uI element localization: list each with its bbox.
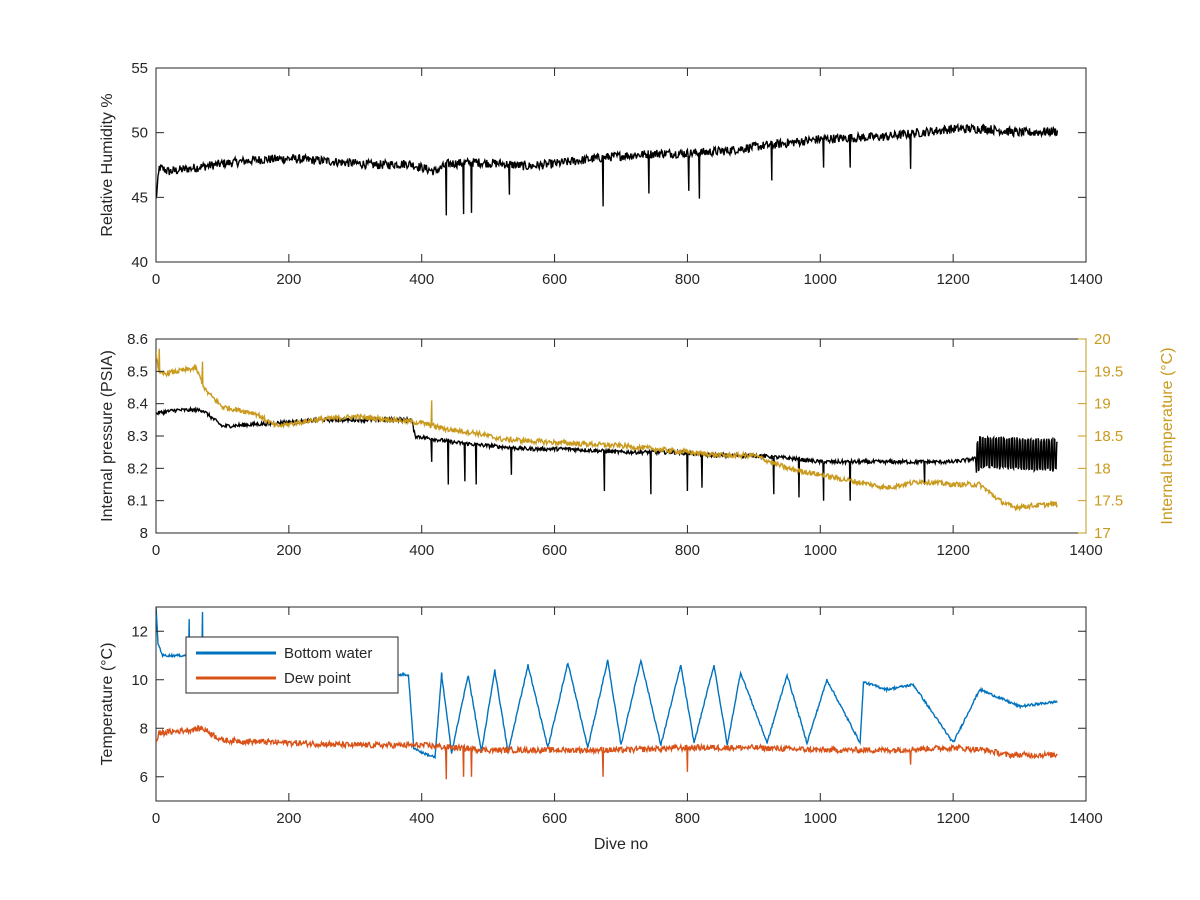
x-tick-label: 1000 (804, 810, 837, 827)
y-right-tick-label: 17 (1094, 525, 1111, 542)
y-tick-label: 12 (131, 623, 148, 640)
x-tick-label: 600 (542, 542, 567, 559)
y-right-tick-label: 18 (1094, 460, 1111, 477)
humidity-panel: 0 200 400 600 800 1000 1200 1400 40 45 50 55 Relativ… (99, 60, 1103, 288)
x-tick-label: 400 (409, 271, 434, 288)
y-right-tick-label: 18.5 (1094, 428, 1123, 445)
y-tick-label: 45 (131, 189, 148, 206)
x-tick-label: 1000 (804, 271, 837, 288)
x-tick-label: 1400 (1069, 542, 1102, 559)
x-tick-label: 200 (276, 542, 301, 559)
x-tick-label: 800 (675, 542, 700, 559)
y-right-tick-label: 19.5 (1094, 363, 1123, 380)
series-line-1 (156, 348, 1058, 512)
x-tick-label: 1000 (804, 542, 837, 559)
y-right-axis-label: Internal temperature (°C) (1159, 347, 1176, 524)
y-tick-label: 10 (131, 672, 148, 689)
y-tick-label: 8.5 (127, 363, 148, 380)
x-tick-label: 1400 (1069, 810, 1102, 827)
x-tick-label: 1200 (936, 810, 969, 827)
x-tick-label: 800 (675, 810, 700, 827)
y-tick-label: 8 (140, 720, 148, 737)
x-tick-label: 600 (542, 810, 567, 827)
y-tick-label: 8.6 (127, 331, 148, 348)
plot-area (155, 606, 1087, 802)
water-temperature-panel: 0 200 400 600 800 1000 1200 1400 6 8 10 12 Temperatu… (99, 606, 1103, 853)
legend-label: Bottom water (284, 645, 372, 662)
y-tick-label: 8.2 (127, 460, 148, 477)
y-axis-label: Relative Humidity % (99, 93, 116, 236)
plot-area (155, 67, 1087, 263)
x-tick-label: 1200 (936, 271, 969, 288)
y-tick-label: 8.3 (127, 428, 148, 445)
y-tick-label: 55 (131, 60, 148, 77)
series-line-1 (156, 725, 1058, 780)
x-tick-label: 1200 (936, 542, 969, 559)
y-tick-label: 50 (131, 125, 148, 142)
y-right-tick-label: 17.5 (1094, 493, 1123, 510)
x-tick-label: 400 (409, 542, 434, 559)
x-tick-label: 800 (675, 271, 700, 288)
x-tick-label: 200 (276, 810, 301, 827)
x-tick-label: 1400 (1069, 271, 1102, 288)
pressure-temperature-panel: 0 200 400 600 800 1000 1200 1400 8 8.1 8.2 8.3 8.4 8.… (99, 331, 1176, 559)
x-axis-label: Dive no (594, 836, 648, 853)
plot-area (155, 338, 1087, 534)
y-right-tick-label: 19 (1094, 396, 1111, 413)
x-tick-label: 600 (542, 271, 567, 288)
y-right-tick-label: 20 (1094, 331, 1111, 348)
y-axis-label: Internal pressure (PSIA) (99, 350, 116, 522)
x-tick-label: 400 (409, 810, 434, 827)
x-tick-label: 0 (152, 271, 160, 288)
x-tick-label: 0 (152, 810, 160, 827)
y-tick-label: 6 (140, 769, 148, 786)
series-line-0 (156, 122, 1059, 216)
x-tick-label: 0 (152, 542, 160, 559)
y-tick-label: 8.1 (127, 493, 148, 510)
y-tick-label: 40 (131, 254, 148, 271)
y-tick-label: 8 (140, 525, 148, 542)
legend-label: Dew point (284, 670, 352, 687)
x-tick-label: 200 (276, 271, 301, 288)
legend: Bottom water Dew point (185, 636, 399, 694)
y-axis-label: Temperature (°C) (99, 643, 116, 766)
y-tick-label: 8.4 (127, 396, 148, 413)
